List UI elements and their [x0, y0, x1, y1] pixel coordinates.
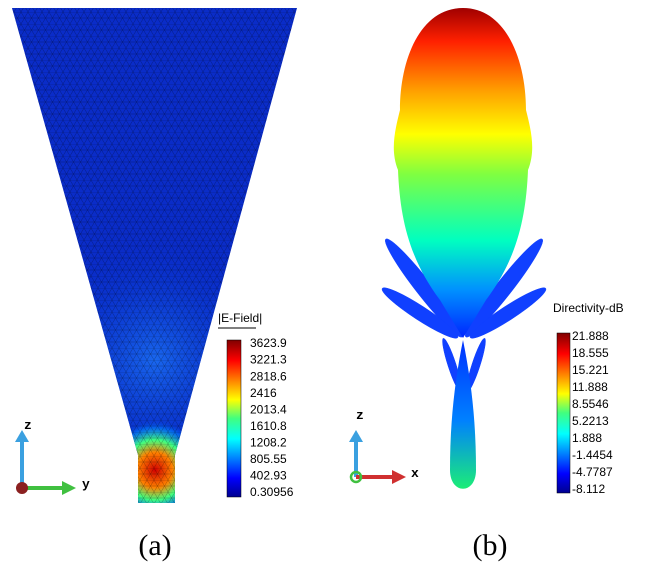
- colorbar-tick-label: -1.4454: [572, 448, 613, 462]
- axis-label: y: [82, 477, 90, 492]
- caption: (a): [138, 529, 171, 562]
- colorbar-tick-label: 5.2213: [572, 414, 609, 428]
- colorbar-tick-label: 15.221: [572, 363, 609, 377]
- colorbar-tick-label: 11.888: [572, 380, 608, 394]
- figure: |E-Field| z y (a) Directivity-dB: [0, 0, 651, 565]
- colorbar: [557, 333, 570, 493]
- colorbar-tick-label: 1610.8: [250, 419, 287, 433]
- axis-label: z: [356, 408, 364, 423]
- colorbar-tick-label: -4.7787: [572, 465, 613, 479]
- caption: (b): [473, 529, 508, 562]
- colorbar: [227, 340, 241, 497]
- colorbar-tick-label: 0.30956: [250, 485, 294, 499]
- colorbar-tick-label: 18.555: [572, 346, 609, 360]
- colorbar-title: |E-Field|: [218, 311, 262, 325]
- colorbar-tick-label: -8.112: [572, 482, 605, 496]
- colorbar-tick-label: 2013.4: [250, 402, 287, 416]
- colorbar-tick-label: 2818.6: [250, 369, 287, 383]
- colorbar-tick-label: 8.5546: [572, 397, 609, 411]
- axis-label: z: [24, 418, 32, 433]
- colorbar-tick-label: 402.93: [250, 469, 287, 483]
- triad: z x: [349, 408, 419, 484]
- colorbar-tick-label: 1208.2: [250, 436, 287, 450]
- colorbar-tick-label: 805.55: [250, 452, 287, 466]
- colorbar-tick-label: 21.888: [572, 329, 609, 343]
- colorbar-tick-label: 3221.3: [250, 353, 287, 367]
- colorbar-tick-label: 1.888: [572, 431, 602, 445]
- triad: z y: [15, 418, 90, 495]
- colorbar-tick-label: 3623.9: [250, 336, 287, 350]
- colorbar-tick-label: 2416: [250, 386, 277, 400]
- colorbar-title: Directivity-dB: [553, 301, 624, 315]
- axis-label: x: [411, 466, 419, 481]
